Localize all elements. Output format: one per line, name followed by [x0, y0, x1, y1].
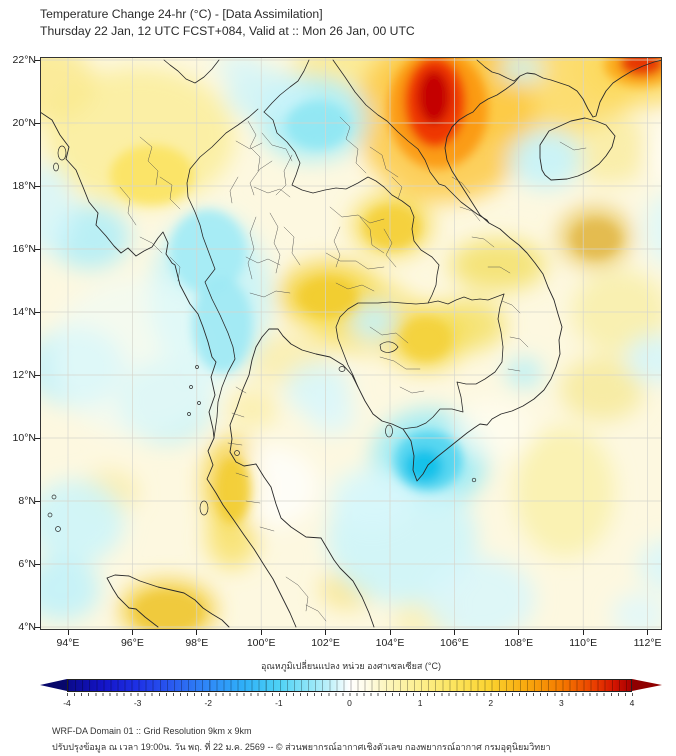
title-block: Temperature Change 24-hr (°C) - [Data As…	[40, 6, 415, 40]
colorbar-tick-label: 2	[488, 698, 494, 708]
lon-tick	[67, 630, 69, 635]
colorbar-tick-label: -1	[275, 698, 283, 708]
colorbar-tick-label: 1	[417, 698, 423, 708]
lat-tick	[35, 563, 40, 565]
border-laos-cambodia	[427, 293, 505, 305]
lat-tick	[35, 185, 40, 187]
lon-tick	[196, 630, 198, 635]
colorbar-tick-label: 3	[559, 698, 564, 708]
colorbar-ticks	[67, 693, 633, 696]
lon-tick	[582, 630, 584, 635]
footer-domain-info: WRF-DA Domain 01 :: Grid Resolution 9km …	[52, 726, 252, 736]
lon-label: 100°E	[246, 637, 276, 649]
lon-label: 108°E	[504, 637, 534, 649]
colorbar-right-arrow-icon	[632, 679, 662, 691]
border-laos-vietnam	[332, 59, 490, 224]
lon-label: 104°E	[375, 637, 405, 649]
lat-tick	[35, 626, 40, 628]
lat-tick	[35, 311, 40, 313]
lake-tonle-sap	[379, 341, 399, 353]
border-thailand-myanmar	[186, 108, 259, 439]
colorbar-tick-label: 0	[347, 698, 352, 708]
map-subtitle: Thursday 22 Jan, 12 UTC FCST+084, Valid …	[40, 24, 415, 38]
geography	[40, 59, 662, 628]
lon-label: 110°E	[569, 637, 598, 649]
border-myanmar-laos	[263, 59, 310, 113]
lon-tick	[325, 630, 327, 635]
footer-update-info: ปรับปรุงข้อมูล ณ เวลา 19:00น. วัน พฤ. ที…	[52, 742, 551, 752]
lat-label: 16°N	[12, 243, 36, 255]
lon-label: 94°E	[56, 637, 80, 649]
colorbar-left-arrow-icon	[40, 679, 67, 691]
lat-label: 20°N	[12, 117, 36, 129]
lat-tick	[35, 500, 40, 502]
map-canvas	[40, 57, 662, 630]
border-myanmar-china	[163, 59, 220, 84]
lon-tick	[647, 630, 649, 635]
lon-label: 106°E	[440, 637, 469, 649]
lat-tick	[35, 374, 40, 376]
islands	[47, 145, 477, 532]
country-borders	[163, 59, 521, 439]
border-thailand-laos-cambodia	[263, 111, 440, 388]
lat-tick	[35, 122, 40, 124]
lat-tick	[35, 59, 40, 61]
colorbar-title: อุณหภูมิเปลี่ยนแปลง หน่วย องศาเซลเซียส (…	[261, 661, 441, 671]
coastline-myanmar-peninsula	[40, 111, 297, 628]
lat-label: 8°N	[18, 495, 36, 507]
colorbar-tick-label: -2	[204, 698, 213, 708]
lon-tick	[453, 630, 455, 635]
graticule	[40, 57, 662, 630]
lon-label: 98°E	[185, 637, 209, 649]
colorbar-tick-label: -4	[63, 698, 71, 708]
lon-tick	[389, 630, 391, 635]
colorbar	[67, 679, 632, 692]
lon-tick	[260, 630, 262, 635]
lat-label: 22°N	[12, 54, 36, 66]
lon-label: 102°E	[311, 637, 340, 649]
coastline-hainan	[539, 117, 616, 181]
map-title: Temperature Change 24-hr (°C) - [Data As…	[40, 7, 323, 21]
lat-tick	[35, 248, 40, 250]
lat-tick	[35, 437, 40, 439]
lon-tick	[518, 630, 520, 635]
map-frame	[40, 57, 662, 630]
province-borders	[119, 116, 587, 622]
lat-label: 14°N	[12, 306, 36, 318]
lat-label: 18°N	[12, 180, 36, 192]
anomaly-field-core	[110, 57, 662, 630]
coastline-sumatra	[106, 574, 230, 628]
lon-tick	[131, 630, 133, 635]
lon-label: 112°E	[633, 637, 662, 649]
coastline-gulf-vietnam-china	[229, 59, 662, 628]
border-china-vietnam	[476, 59, 521, 82]
lon-label: 96°E	[120, 637, 144, 649]
colorbar-tick-label: 4	[629, 698, 635, 708]
lat-label: 12°N	[12, 369, 36, 381]
lat-label: 10°N	[12, 432, 36, 444]
lat-label: 4°N	[18, 621, 36, 633]
lat-label: 6°N	[18, 558, 36, 570]
border-vietnam-cambodia	[402, 293, 505, 430]
colorbar-tick-label: -3	[133, 698, 142, 708]
